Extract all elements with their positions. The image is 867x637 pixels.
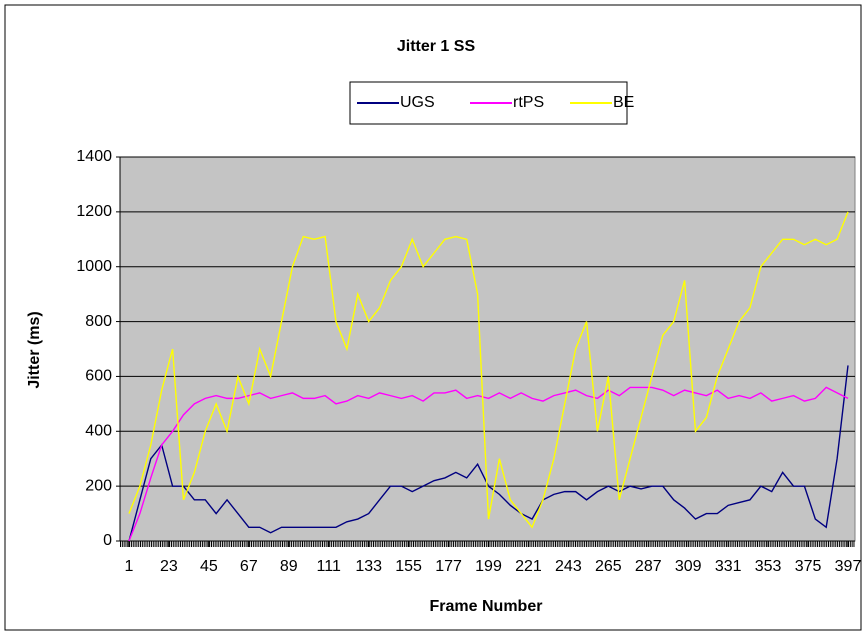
- legend-label: UGS: [400, 94, 435, 111]
- x-tick-label: 243: [555, 558, 582, 575]
- y-axis-label: Jitter (ms): [26, 311, 43, 388]
- y-tick-label: 200: [85, 477, 112, 494]
- x-tick-label: 331: [715, 558, 742, 575]
- x-tick-label: 111: [317, 558, 341, 575]
- x-axis-label: Frame Number: [430, 598, 543, 615]
- x-tick-label: 67: [240, 558, 258, 575]
- x-tick-label: 23: [160, 558, 178, 575]
- x-tick-label: 353: [755, 558, 782, 575]
- chart: Jitter 1 SS Jitter (ms) Frame Number 0 20…: [0, 0, 867, 637]
- y-tick-label: 800: [85, 313, 112, 330]
- x-tick-label: 89: [280, 558, 298, 575]
- x-tick-label: 397: [835, 558, 862, 575]
- legend-label: rtPS: [513, 94, 544, 111]
- y-tick-label: 400: [85, 423, 112, 440]
- x-tick-label: 177: [435, 558, 462, 575]
- x-tick-label: 265: [595, 558, 622, 575]
- y-tick-label: 1200: [76, 203, 112, 220]
- x-tick-label: 155: [395, 558, 422, 575]
- x-tick-label: 199: [475, 558, 502, 575]
- x-tick-label: 309: [675, 558, 702, 575]
- x-tick-label: 221: [515, 558, 542, 575]
- y-tick-label: 600: [85, 368, 112, 385]
- y-tick-label: 0: [103, 532, 112, 549]
- x-tick-label: 287: [635, 558, 662, 575]
- x-tick-label: 45: [200, 558, 218, 575]
- y-tick-label: 1400: [76, 148, 112, 165]
- x-tick-label: 133: [355, 558, 382, 575]
- x-tick-label: 1: [125, 558, 134, 575]
- x-tick-label: 375: [795, 558, 822, 575]
- y-tick-label: 1000: [76, 258, 112, 275]
- chart-title: Jitter 1 SS: [397, 38, 476, 55]
- legend-label: BE: [613, 94, 634, 111]
